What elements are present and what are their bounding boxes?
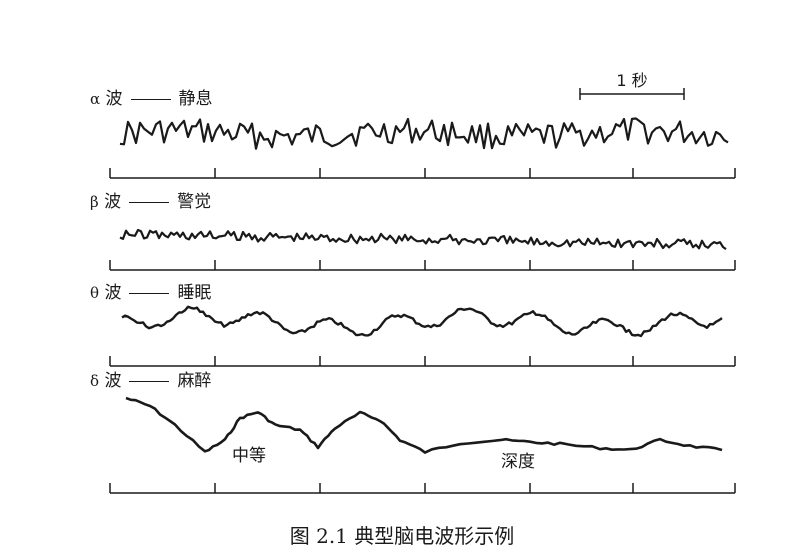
delta-symbol: δ (90, 372, 100, 390)
beta-wave-label: β 波 警觉 (90, 192, 211, 212)
alpha-wave-label: α 波 静息 (90, 89, 213, 109)
alpha-time-axis (109, 168, 736, 179)
theta-wave-trace (121, 305, 723, 338)
beta-wave-word: 波 (104, 192, 122, 212)
alpha-state: 静息 (178, 89, 213, 109)
beta-state: 警觉 (177, 192, 212, 212)
theta-wave-label: θ 波 睡眠 (90, 283, 211, 303)
scale-bar (579, 88, 685, 100)
theta-symbol: θ (90, 284, 100, 302)
medium-depth-annotation: 中等 (232, 446, 266, 466)
scale-bar-label: 1 秒 (616, 71, 647, 90)
label-dash (130, 98, 171, 100)
delta-time-axis (109, 483, 736, 494)
beta-symbol: β (90, 193, 99, 211)
theta-time-axis (109, 356, 736, 367)
delta-wave-label: δ 波 麻醉 (90, 371, 211, 391)
figure-caption: 图 2.1 典型脑电波形示例 (289, 524, 515, 548)
delta-state: 麻醉 (177, 371, 212, 391)
alpha-symbol: α (90, 90, 101, 108)
theta-wave-word: 波 (104, 283, 122, 303)
alpha-wave-trace (119, 117, 729, 150)
beta-wave-trace (119, 228, 727, 251)
delta-wave-trace (125, 396, 723, 454)
alpha-wave-word: 波 (105, 89, 123, 109)
beta-time-axis (109, 260, 736, 271)
label-dash (129, 380, 170, 382)
delta-wave-word: 波 (104, 371, 122, 391)
theta-state: 睡眠 (177, 283, 212, 303)
deep-depth-annotation: 深度 (501, 452, 535, 472)
label-dash (129, 292, 170, 294)
label-dash (129, 201, 170, 203)
